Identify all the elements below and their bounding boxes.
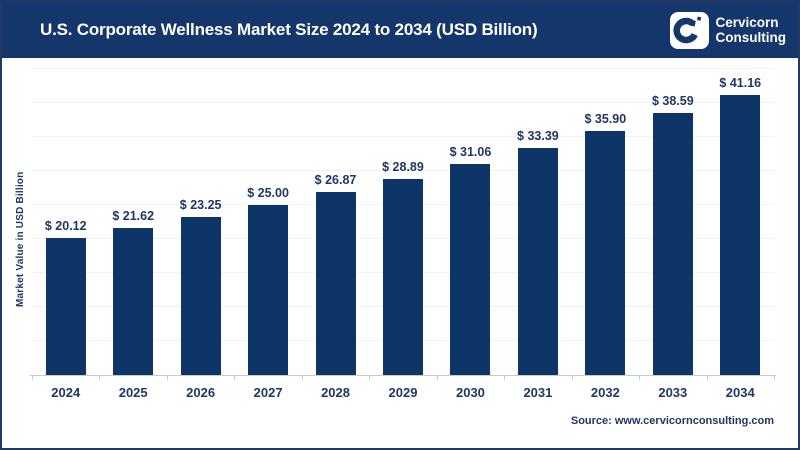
chart-title: U.S. Corporate Wellness Market Size 2024… (40, 20, 538, 39)
gridline (32, 170, 774, 171)
x-axis-line (30, 375, 776, 376)
gridline (32, 68, 774, 69)
brand-logo: Cervicorn Consulting (669, 11, 787, 49)
x-tick-label: 2032 (590, 385, 620, 400)
bar (720, 95, 761, 375)
x-tick-label: 2028 (321, 385, 350, 400)
bar-value-label: $ 31.06 (449, 144, 492, 159)
bar (517, 147, 558, 375)
axis-tick (774, 376, 775, 380)
bar (652, 112, 693, 375)
x-tick-label: 2026 (186, 385, 216, 400)
bar-value-label: $ 20.12 (44, 219, 87, 234)
bar-group: $ 35.90 (572, 112, 639, 375)
axis-tick (301, 376, 303, 380)
bar (248, 205, 289, 375)
bar (450, 163, 491, 375)
axis-tick (369, 376, 371, 380)
bar (315, 192, 356, 375)
x-tick-label: 2034 (725, 385, 755, 400)
bar (180, 216, 221, 375)
y-axis-label: Market Value in USD Billion (15, 171, 26, 308)
gridline (32, 102, 774, 103)
axis-tick (234, 376, 236, 380)
brand-name-line2: Consulting (715, 30, 787, 45)
gridline (32, 136, 774, 137)
bar (382, 178, 423, 375)
bar (585, 130, 626, 375)
x-tick-label: 2027 (253, 385, 283, 400)
bar-value-label: $ 25.00 (247, 186, 289, 200)
bar-group: $ 41.16 (707, 76, 774, 375)
axis-tick (166, 376, 168, 380)
axis-tick (706, 376, 708, 380)
axis-tick (436, 376, 438, 380)
source-note: Source: www.cervicornconsulting.com (570, 415, 774, 427)
header: U.S. Corporate Wellness Market Size 2024… (2, 2, 798, 58)
brand-name-line1: Cervicorn (715, 14, 779, 30)
axis-tick (32, 376, 33, 380)
bar (45, 238, 86, 375)
x-tick-label: 2024 (51, 385, 81, 400)
bar-value-label: $ 23.25 (179, 197, 222, 212)
x-axis-ticks (32, 376, 775, 381)
axis-tick (639, 376, 641, 380)
bar-value-label: $ 33.39 (517, 128, 559, 143)
bar-group: $ 20.12 (32, 219, 99, 375)
x-tick-label: 2029 (388, 385, 418, 400)
bar-group: $ 28.89 (369, 159, 436, 375)
bar-value-label: $ 28.89 (382, 159, 424, 174)
bar-value-label: $ 21.62 (112, 209, 155, 223)
x-tick-label: 2025 (118, 385, 148, 400)
brand-name: Cervicorn Consulting (716, 15, 787, 45)
axis-tick (571, 376, 573, 380)
bar-group: $ 31.06 (437, 145, 504, 375)
x-tick-label: 2030 (455, 385, 485, 400)
bar-group: $ 26.87 (302, 173, 369, 375)
bar (113, 228, 154, 375)
axis-tick (99, 376, 101, 380)
bar-group: $ 33.39 (504, 129, 571, 375)
cervicorn-logo-icon (669, 11, 709, 49)
bar-group: $ 21.62 (99, 209, 166, 375)
axis-tick (504, 376, 506, 380)
x-tick-label: 2033 (658, 385, 688, 400)
bar-value-label: $ 26.87 (314, 173, 357, 188)
bar-value-label: $ 41.16 (719, 76, 762, 91)
bar-group: $ 25.00 (234, 186, 301, 375)
plot-area: $ 20.12 $ 21.62 $ 23.25 $ 25.00 $ 26.87 $ 28.… (32, 68, 774, 375)
bar-value-label: $ 35.90 (584, 111, 627, 126)
bar-value-label: $ 38.59 (651, 93, 694, 108)
bar-group: $ 38.59 (639, 94, 706, 375)
bar-group: $ 23.25 (167, 198, 234, 375)
bar-series: $ 20.12 $ 21.62 $ 23.25 $ 25.00 $ 26.87 $ 28.… (32, 69, 774, 375)
x-tick-label: 2031 (523, 385, 553, 400)
x-axis-labels: 2024 2025 2026 2027 2028 2029 2030 2031 2032 2033… (32, 385, 774, 400)
